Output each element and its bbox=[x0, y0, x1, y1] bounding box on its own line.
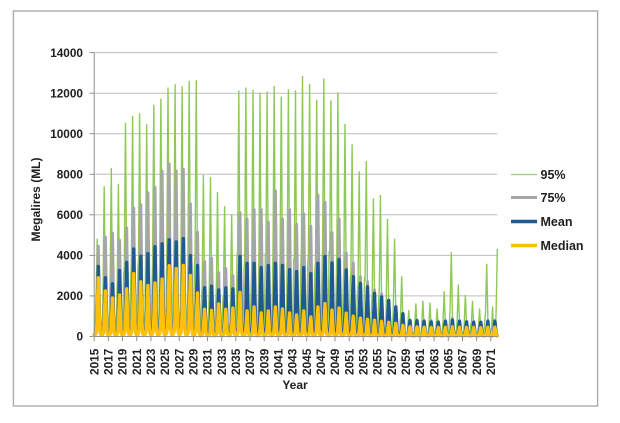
svg-text:2053: 2053 bbox=[357, 348, 371, 375]
svg-text:2039: 2039 bbox=[257, 348, 271, 375]
svg-text:2023: 2023 bbox=[144, 348, 158, 375]
svg-text:6000: 6000 bbox=[57, 208, 84, 222]
svg-text:Median: Median bbox=[541, 239, 584, 253]
svg-text:14000: 14000 bbox=[50, 46, 83, 60]
svg-text:2069: 2069 bbox=[470, 348, 484, 375]
svg-text:2025: 2025 bbox=[158, 348, 172, 375]
svg-text:2059: 2059 bbox=[399, 348, 413, 375]
svg-text:95%: 95% bbox=[541, 168, 566, 182]
svg-text:2033: 2033 bbox=[215, 348, 229, 375]
svg-text:2061: 2061 bbox=[413, 348, 427, 375]
svg-text:2047: 2047 bbox=[314, 348, 328, 375]
svg-text:2051: 2051 bbox=[342, 348, 356, 375]
svg-text:2021: 2021 bbox=[130, 348, 144, 375]
svg-text:2015: 2015 bbox=[87, 348, 101, 375]
svg-text:2019: 2019 bbox=[116, 348, 130, 375]
svg-text:2031: 2031 bbox=[201, 348, 215, 375]
svg-text:2065: 2065 bbox=[442, 348, 456, 375]
svg-text:2049: 2049 bbox=[328, 348, 342, 375]
svg-text:2071: 2071 bbox=[484, 348, 498, 375]
svg-text:Mean: Mean bbox=[541, 215, 573, 229]
svg-text:0: 0 bbox=[76, 330, 83, 344]
svg-text:Year: Year bbox=[282, 378, 308, 392]
svg-text:Megalires (ML): Megalires (ML) bbox=[29, 157, 43, 241]
svg-text:2057: 2057 bbox=[385, 348, 399, 375]
svg-text:75%: 75% bbox=[541, 191, 566, 205]
svg-text:2041: 2041 bbox=[272, 348, 286, 375]
svg-text:2055: 2055 bbox=[371, 348, 385, 375]
svg-text:2043: 2043 bbox=[286, 348, 300, 375]
svg-text:2000: 2000 bbox=[57, 289, 84, 303]
svg-text:2029: 2029 bbox=[187, 348, 201, 375]
svg-text:4000: 4000 bbox=[57, 249, 84, 263]
svg-text:12000: 12000 bbox=[50, 86, 83, 100]
svg-text:2017: 2017 bbox=[102, 348, 116, 375]
svg-text:2067: 2067 bbox=[456, 348, 470, 375]
svg-text:2037: 2037 bbox=[243, 348, 257, 375]
svg-text:8000: 8000 bbox=[57, 168, 84, 182]
svg-text:2045: 2045 bbox=[300, 348, 314, 375]
svg-text:2035: 2035 bbox=[229, 348, 243, 375]
svg-text:10000: 10000 bbox=[50, 127, 83, 141]
svg-text:2027: 2027 bbox=[172, 348, 186, 375]
svg-text:2063: 2063 bbox=[427, 348, 441, 375]
